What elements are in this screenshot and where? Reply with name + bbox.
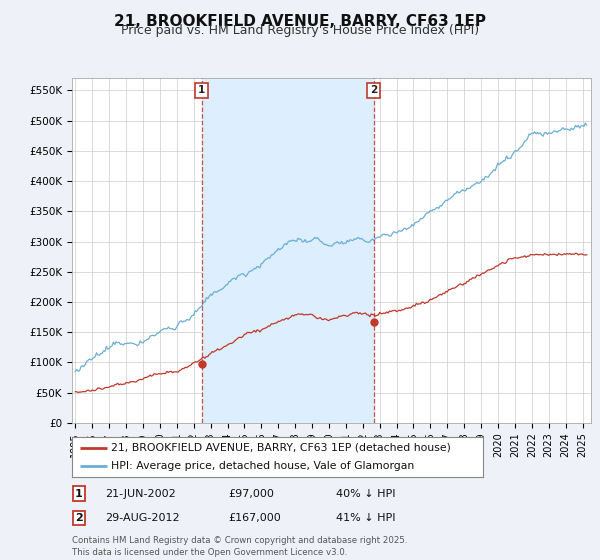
Text: Contains HM Land Registry data © Crown copyright and database right 2025.
This d: Contains HM Land Registry data © Crown c…: [72, 536, 407, 557]
Text: 29-AUG-2012: 29-AUG-2012: [105, 513, 179, 523]
Text: 21, BROOKFIELD AVENUE, BARRY, CF63 1EP: 21, BROOKFIELD AVENUE, BARRY, CF63 1EP: [114, 14, 486, 29]
Text: HPI: Average price, detached house, Vale of Glamorgan: HPI: Average price, detached house, Vale…: [111, 461, 414, 471]
Text: 2: 2: [370, 86, 377, 95]
Text: £167,000: £167,000: [228, 513, 281, 523]
Text: Price paid vs. HM Land Registry's House Price Index (HPI): Price paid vs. HM Land Registry's House …: [121, 24, 479, 37]
Text: 40% ↓ HPI: 40% ↓ HPI: [336, 489, 395, 499]
Bar: [202, 78, 374, 423]
Text: 21, BROOKFIELD AVENUE, BARRY, CF63 1EP (detached house): 21, BROOKFIELD AVENUE, BARRY, CF63 1EP (…: [111, 443, 451, 452]
Text: 2: 2: [75, 513, 83, 523]
Text: 1: 1: [75, 489, 83, 499]
Text: 21-JUN-2002: 21-JUN-2002: [105, 489, 176, 499]
Text: 41% ↓ HPI: 41% ↓ HPI: [336, 513, 395, 523]
Text: 1: 1: [198, 86, 205, 95]
Text: £97,000: £97,000: [228, 489, 274, 499]
